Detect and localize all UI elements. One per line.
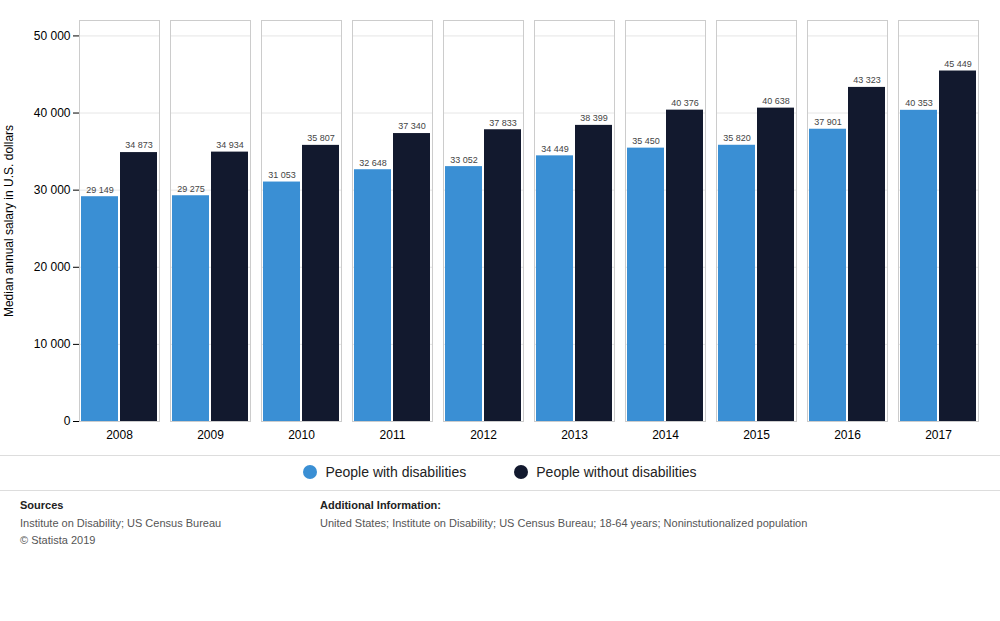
svg-text:37 901: 37 901	[814, 117, 842, 127]
html-text:People without disabilities: People without disabilities	[536, 464, 697, 480]
svg-text:34 934: 34 934	[216, 140, 244, 150]
svg-text:2016: 2016	[834, 428, 861, 442]
html-text:People with disabilities: People with disabilities	[325, 464, 467, 480]
svg-text:20 000: 20 000	[34, 260, 71, 274]
svg-text:40 638: 40 638	[762, 96, 790, 106]
svg-text:2013: 2013	[561, 428, 588, 442]
svg-text:32 648: 32 648	[359, 158, 387, 168]
svg-text:38 399: 38 399	[580, 113, 608, 123]
svg-text:2010: 2010	[288, 428, 315, 442]
svg-text:40 000: 40 000	[34, 106, 71, 120]
svg-text:34 873: 34 873	[125, 140, 153, 150]
svg-text:40 376: 40 376	[671, 98, 699, 108]
svg-text:37 340: 37 340	[398, 121, 426, 131]
html-text:Institute on Disability; US Ce: Institute on Disability; US Census Burea…	[20, 517, 222, 529]
svg-text:37 833: 37 833	[489, 118, 517, 128]
svg-text:2015: 2015	[743, 428, 770, 442]
svg-text:2009: 2009	[197, 428, 224, 442]
html-text:Additional Information:: Additional Information:	[320, 499, 441, 511]
svg-text:30 000: 30 000	[34, 183, 71, 197]
svg-text:2012: 2012	[470, 428, 497, 442]
svg-text:33 052: 33 052	[450, 154, 478, 164]
html-text:United States; Institute on Di: United States; Institute on Disability; …	[320, 517, 808, 529]
svg-text:2011: 2011	[380, 428, 406, 442]
svg-text:10 000: 10 000	[34, 337, 71, 351]
svg-text:40 353: 40 353	[905, 98, 933, 108]
svg-text:0: 0	[64, 414, 71, 428]
svg-text:29 149: 29 149	[86, 185, 114, 195]
svg-text:35 820: 35 820	[723, 133, 751, 143]
svg-text:34 449: 34 449	[541, 144, 569, 154]
svg-text:2017: 2017	[925, 428, 952, 442]
svg-text:29 275: 29 275	[177, 184, 205, 194]
svg-text:31 053: 31 053	[268, 170, 296, 180]
svg-text:2014: 2014	[652, 428, 679, 442]
svg-text:35 450: 35 450	[632, 136, 660, 146]
html-text:© Statista 2019: © Statista 2019	[20, 533, 96, 546]
svg-text:43 323: 43 323	[853, 75, 881, 85]
html-text:Sources: Sources	[20, 499, 64, 511]
svg-text:50 000: 50 000	[34, 29, 71, 43]
svg-text:2008: 2008	[106, 428, 133, 442]
svg-text:Median annual salary in U.S. d: Median annual salary in U.S. dollars	[2, 125, 16, 317]
svg-text:45 449: 45 449	[944, 59, 972, 69]
svg-text:35 807: 35 807	[307, 133, 335, 143]
